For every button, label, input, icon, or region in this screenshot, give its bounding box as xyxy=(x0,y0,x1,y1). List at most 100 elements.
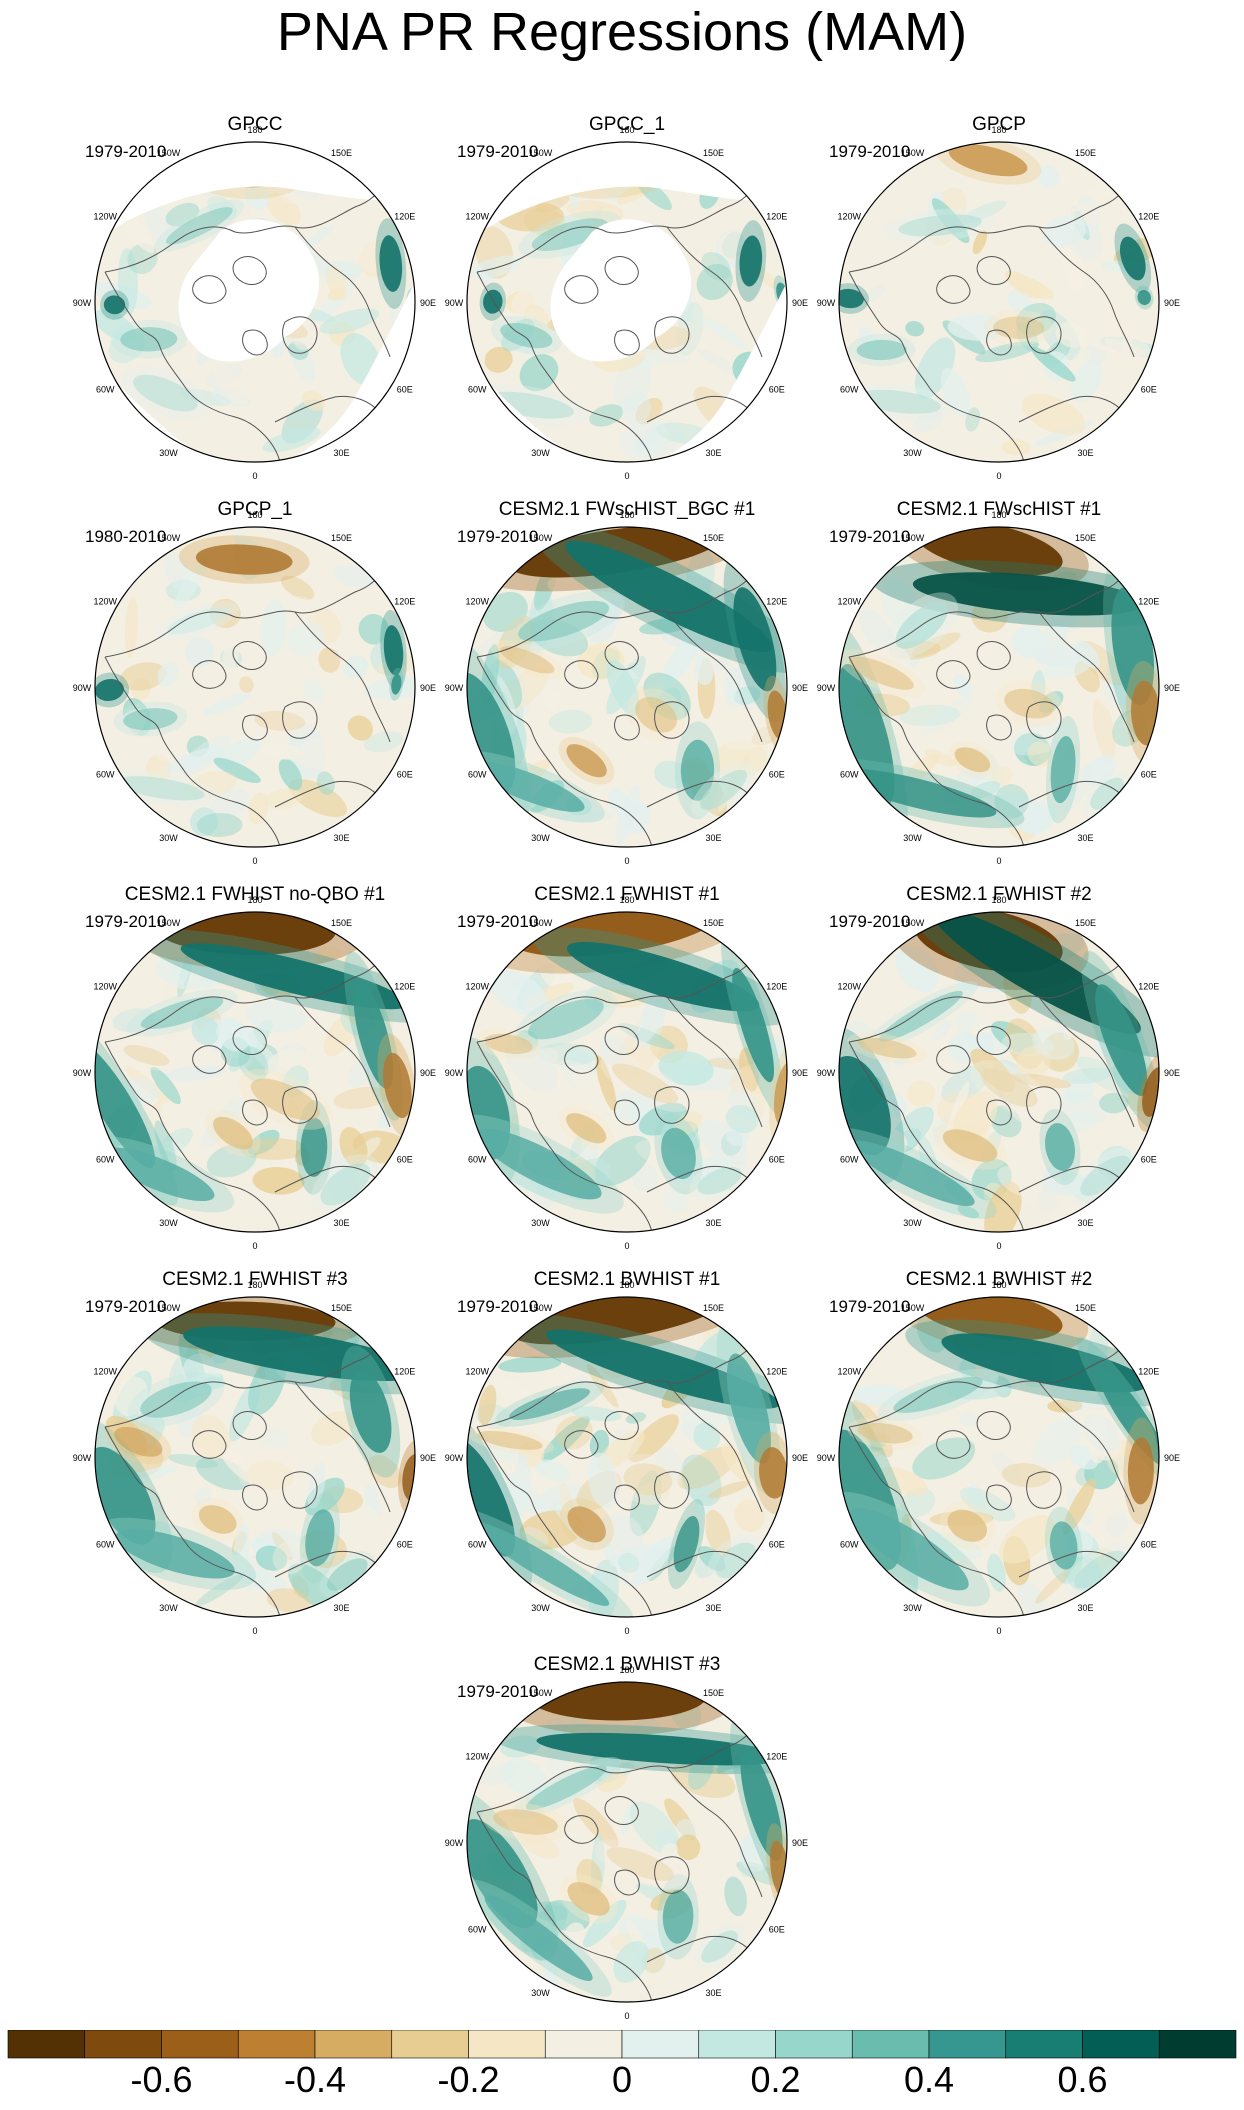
colorbar-swatch xyxy=(314,2030,393,2059)
longitude-label: 90E xyxy=(1164,683,1180,693)
map-panel: GPCP_1 1980-2010 180 150E 120E 90E 60E 30E 0 30W 6… xyxy=(73,499,436,866)
longitude-label: 30W xyxy=(531,833,550,843)
longitude-label: 60W xyxy=(468,385,487,395)
longitude-label: 150W xyxy=(157,148,181,158)
colorbar-swatch xyxy=(1158,2030,1237,2059)
longitude-label: 30E xyxy=(1077,1218,1093,1228)
map-border xyxy=(94,141,416,463)
longitude-label: 60W xyxy=(468,1155,487,1165)
longitude-label: 180 xyxy=(619,510,634,520)
coastlines xyxy=(104,181,391,462)
coastlines xyxy=(104,951,391,1232)
panel-period: 1979-2010 xyxy=(85,142,166,161)
coastlines xyxy=(476,566,763,847)
longitude-label: 90E xyxy=(1164,1068,1180,1078)
longitude-label: 150W xyxy=(901,533,925,543)
map-border xyxy=(94,911,416,1233)
longitude-label: 30E xyxy=(333,1603,349,1613)
longitude-label: 120E xyxy=(766,1367,787,1377)
longitude-label: 90W xyxy=(73,1068,92,1078)
colorbar-swatch xyxy=(237,2030,316,2059)
map-panel: CESM2.1 FWHIST #3 1979-2010 180 150E 120E 90E… xyxy=(73,1269,436,1636)
longitude-label: 60E xyxy=(769,1155,785,1165)
panel-title: CESM2.1 FWHIST #2 xyxy=(906,884,1091,905)
coastlines xyxy=(848,566,1135,847)
longitude-label: 30E xyxy=(705,833,721,843)
longitude-label: 90W xyxy=(817,683,836,693)
map-panels: GPCC 1979-2010 180 150E 120E 90E 60E 30E 0 30W 60W… xyxy=(73,114,1180,2021)
colorbar-swatch xyxy=(775,2030,853,2059)
precip-field xyxy=(95,912,415,1232)
longitude-label: 0 xyxy=(996,471,1001,481)
longitude-label: 60E xyxy=(397,1540,413,1550)
longitude-label: 30W xyxy=(903,448,922,458)
longitude-label: 60E xyxy=(1141,770,1157,780)
coastlines xyxy=(104,1336,391,1617)
longitude-label: 120E xyxy=(394,212,415,222)
longitude-label: 120E xyxy=(1138,212,1159,222)
longitude-label: 30E xyxy=(705,1218,721,1228)
longitude-label: 150E xyxy=(703,533,724,543)
map-panel: CESM2.1 FWHIST #2 1979-2010 180 150E 120E 90E… xyxy=(817,884,1180,1251)
missing-data-region xyxy=(467,142,787,242)
precip-field xyxy=(839,1297,1159,1617)
longitude-label: 60E xyxy=(769,1540,785,1550)
longitude-label: 120W xyxy=(93,982,117,992)
map-border xyxy=(466,1296,788,1618)
longitude-label: 150E xyxy=(703,1303,724,1313)
colorbar-swatch xyxy=(161,2030,239,2059)
longitude-label: 150W xyxy=(157,918,181,928)
longitude-label: 0 xyxy=(624,471,629,481)
longitude-label: 180 xyxy=(247,1280,262,1290)
precip-field xyxy=(95,527,415,847)
panel-title: GPCP_1 xyxy=(218,499,293,520)
missing-data-region xyxy=(178,219,320,362)
colorbar-swatch xyxy=(7,2030,86,2059)
longitude-label: 90E xyxy=(792,298,808,308)
longitude-label: 120W xyxy=(837,212,861,222)
longitude-label: 90W xyxy=(817,298,836,308)
longitude-label: 60E xyxy=(769,385,785,395)
longitude-label: 180 xyxy=(247,510,262,520)
longitude-label: 150W xyxy=(157,533,181,543)
panel-period: 1979-2010 xyxy=(457,1682,538,1701)
longitude-label: 120E xyxy=(394,597,415,607)
longitude-label: 0 xyxy=(624,1626,629,1636)
longitude-label: 0 xyxy=(996,1241,1001,1251)
longitude-label: 120W xyxy=(465,982,489,992)
map-panel: CESM2.1 BWHIST #1 1979-2010 180 150E 120E 90E… xyxy=(445,1269,808,1636)
longitude-label: 30E xyxy=(705,1603,721,1613)
longitude-label: 150E xyxy=(1075,148,1096,158)
longitude-label: 30W xyxy=(159,448,178,458)
longitude-label: 60E xyxy=(397,770,413,780)
longitude-label: 90E xyxy=(1164,298,1180,308)
coastlines xyxy=(848,181,1135,462)
precip-field xyxy=(839,142,1159,462)
colorbar-swatch xyxy=(1005,2030,1083,2059)
map-panel: GPCP 1979-2010 180 150E 120E 90E 60E 30E 0 30W 60W… xyxy=(817,114,1180,481)
longitude-label: 60W xyxy=(840,385,859,395)
precip-field xyxy=(467,1682,787,2002)
longitude-label: 150E xyxy=(331,533,352,543)
longitude-label: 90E xyxy=(792,683,808,693)
precip-field xyxy=(467,527,787,847)
longitude-label: 180 xyxy=(991,895,1006,905)
precip-field xyxy=(467,142,787,462)
panel-period: 1979-2010 xyxy=(829,527,910,546)
longitude-label: 120W xyxy=(465,1752,489,1762)
panel-period: 1979-2010 xyxy=(85,1297,166,1316)
panel-period: 1979-2010 xyxy=(457,1297,538,1316)
longitude-label: 120W xyxy=(93,212,117,222)
longitude-label: 150W xyxy=(901,148,925,158)
colorbar: -0.6 -0.4 -0.2 0 0.2 0.4 0.6 xyxy=(7,2030,1237,2100)
map-panel: GPCC 1979-2010 180 150E 120E 90E 60E 30E 0 30W 60W… xyxy=(73,114,436,481)
map-panel: CESM2.1 FWHIST #1 1979-2010 180 150E 120E 90E… xyxy=(445,884,808,1251)
longitude-label: 120E xyxy=(766,597,787,607)
longitude-label: 180 xyxy=(991,510,1006,520)
longitude-label: 30E xyxy=(1077,833,1093,843)
longitude-label: 0 xyxy=(624,856,629,866)
longitude-label: 90E xyxy=(792,1068,808,1078)
longitude-label: 120W xyxy=(465,597,489,607)
colorbar-swatch xyxy=(1082,2030,1160,2059)
panel-title: CESM2.1 FWHIST #1 xyxy=(534,884,719,905)
